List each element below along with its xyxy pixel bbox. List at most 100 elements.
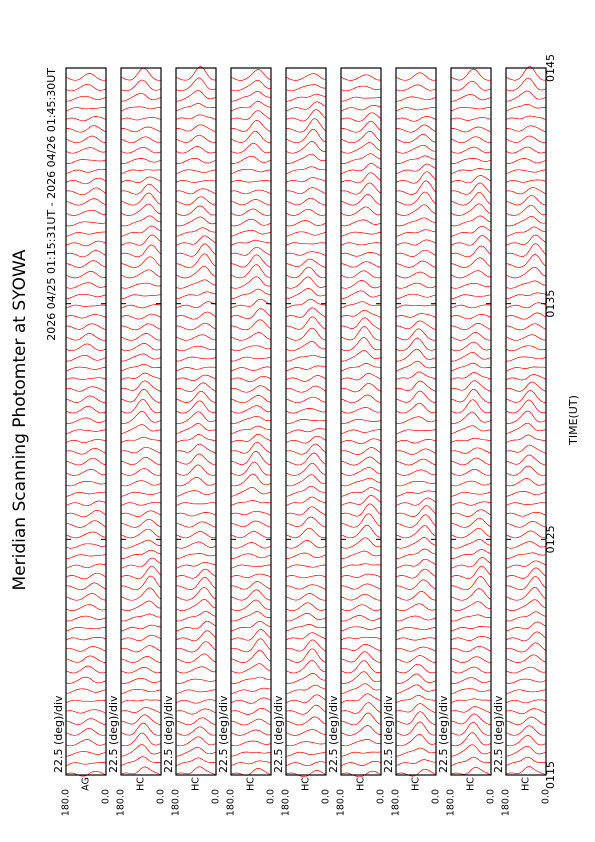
scan-trace [505,125,547,133]
scan-trace [340,683,382,695]
scan-trace [450,175,492,184]
scan-trace [340,760,382,767]
scan-trace [65,417,107,424]
scan-trace [396,579,437,590]
scan-trace [505,312,547,320]
scan-trace [450,447,492,454]
scan-trace [230,130,272,144]
scan-trace [120,380,162,392]
panel-frame [65,67,107,776]
scan-trace [230,90,272,102]
scan-trace [285,307,327,318]
scan-trace [450,80,492,92]
scan-trace [450,235,492,246]
scan-trace [175,356,217,362]
scan-trace [65,73,107,81]
scan-trace [120,234,162,246]
rotated-plot: Meridian Scanning Photomter at SYOWA 202… [10,54,580,816]
scan-trace [65,688,107,695]
scan-trace [175,134,216,144]
channel-label: HC [466,777,477,791]
scan-trace [395,180,437,195]
scan-trace [285,208,327,216]
scan-trace [65,282,107,289]
scan-trace [340,206,382,216]
scan-trace [450,666,492,674]
scan-trace [340,644,382,652]
scan-trace [65,520,107,528]
scan-trace [285,166,327,175]
scan-trace [285,485,326,497]
scan-trace [176,322,217,331]
scan-trace [340,182,382,195]
scan-trace [65,333,107,341]
scan-trace [395,348,437,362]
scan-trace [65,304,107,309]
scan-trace [340,725,382,736]
scan-trace [230,638,272,653]
scan-trace [395,637,437,641]
scan-trace [65,125,107,133]
scan-trace [175,205,217,216]
scan-trace [285,474,327,487]
scan-trace [340,438,382,445]
scan-trace [230,768,272,776]
scan-trace [121,323,162,331]
scan-trace [175,678,217,684]
scan-trace [395,603,437,611]
scan-trace [230,425,272,435]
scan-trace [505,389,547,403]
scan-trace [285,639,327,652]
scan-trace [120,613,162,622]
scan-trace [120,146,162,154]
scan-trace [450,557,492,569]
scan-trace [175,157,217,164]
scale-label: 22.5 (deg)/div [217,695,230,773]
scan-trace [395,733,437,747]
scan-trace [65,718,107,726]
scan-trace [120,67,162,81]
x-tick-label: 0125 [544,525,557,553]
scan-trace [120,294,162,300]
scan-trace [450,635,492,641]
scan-trace [505,734,547,747]
scan-trace [395,360,437,372]
scan-trace [175,146,217,154]
scan-trace [340,503,382,517]
scan-trace [505,599,547,611]
scan-trace [285,327,327,341]
scan-trace [175,586,217,601]
scan-trace [450,756,492,767]
scan-trace [65,240,107,247]
scan-trace [120,699,162,704]
scan-trace [65,198,107,206]
scan-trace [230,441,272,454]
scan-trace [230,663,272,674]
scan-trace [505,716,547,726]
scan-trace [175,666,217,674]
channel-label: HC [411,777,422,791]
scan-trace [120,491,162,497]
scan-trace [340,702,382,714]
scan-trace [285,673,327,684]
scan-trace [285,73,327,81]
scan-trace [175,699,217,704]
y-tick-label: 180.0 [116,789,127,816]
scan-trace [395,684,437,695]
panel-frame [230,67,272,776]
channel-label: HC [136,777,147,791]
scan-trace [505,204,547,216]
scan-trace [230,650,272,663]
scan-trace [505,478,547,487]
scan-trace [450,411,492,424]
scan-trace [395,673,437,684]
scan-trace [340,242,382,246]
scan-trace [451,548,492,559]
scan-trace [341,550,382,559]
scan-trace [230,676,271,684]
scan-trace [65,135,107,144]
panel-frame [340,67,382,776]
scan-trace [340,280,382,289]
scan-trace [395,429,437,435]
scan-trace [340,326,382,341]
